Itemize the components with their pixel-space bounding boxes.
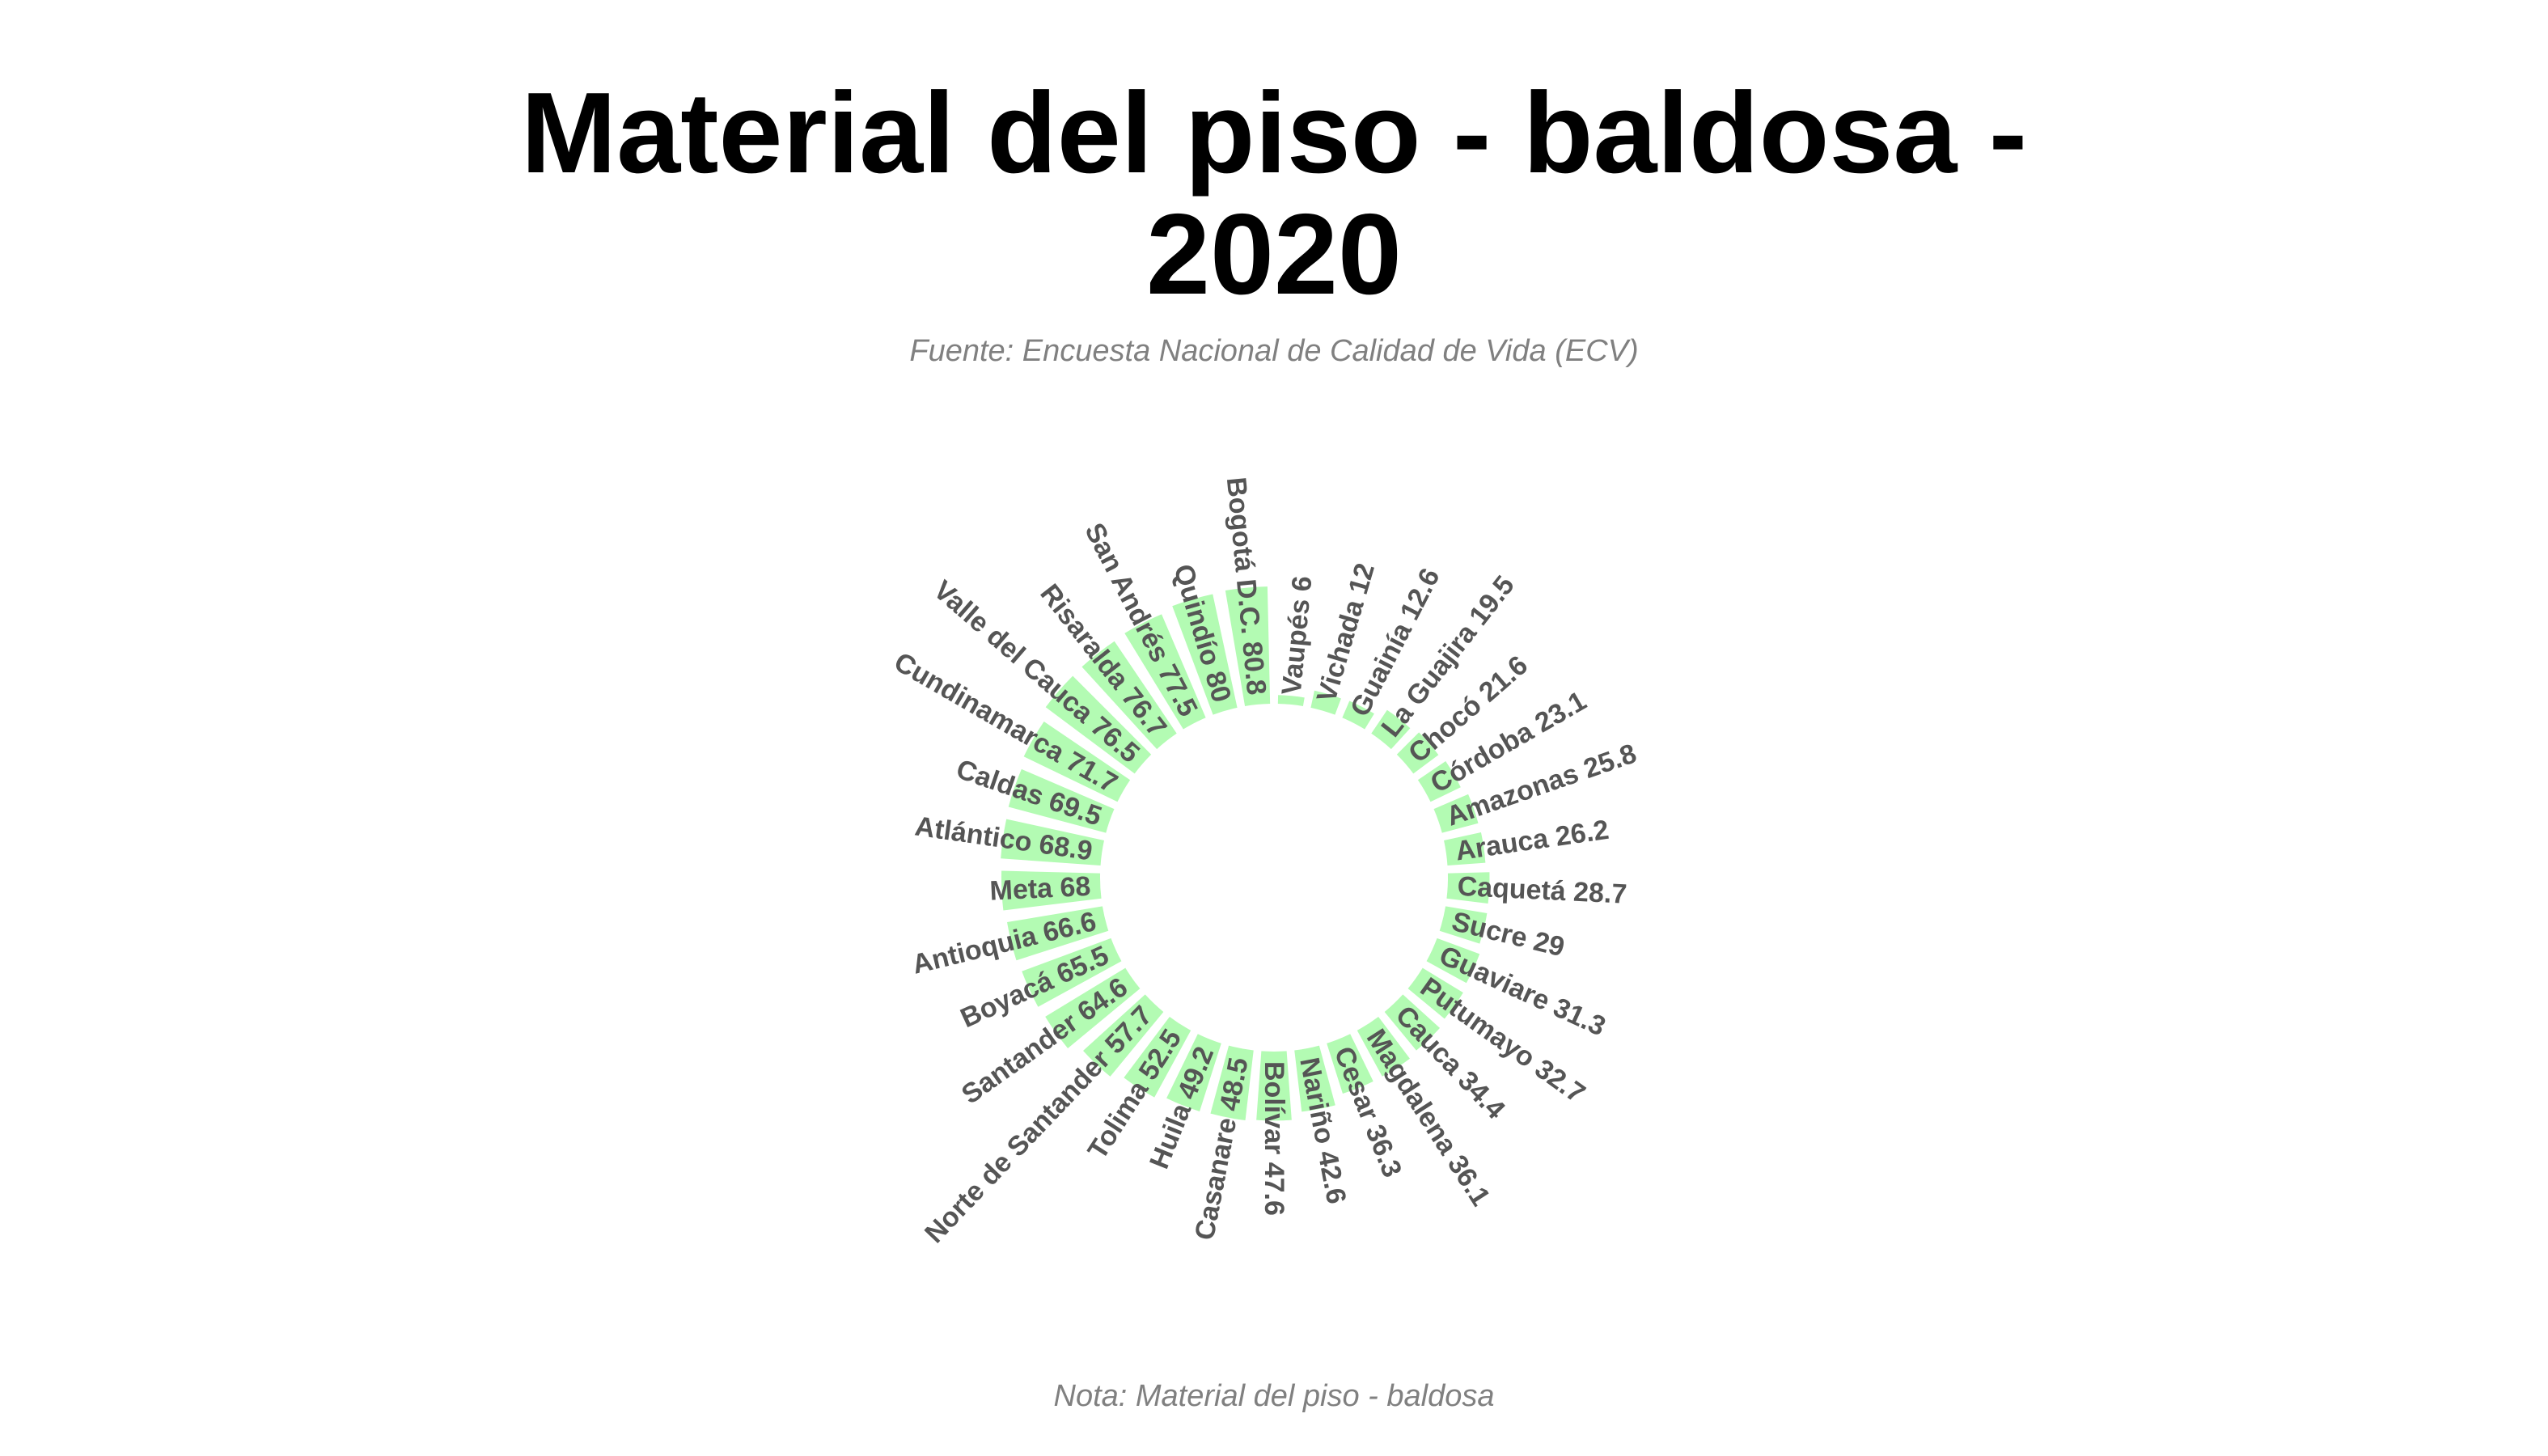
bar-label-24: Meta 68 [989,871,1091,907]
bar-22 [1022,938,1122,1007]
bar-29 [1081,641,1177,750]
bar-32 [1225,586,1271,707]
bar-31 [1172,594,1238,715]
bar-label-0: Vaupés 6 [1276,574,1318,696]
bar-5 [1417,760,1461,802]
bar-2 [1342,700,1374,730]
bar-21 [1045,967,1141,1049]
bar-16 [1256,1051,1292,1121]
bar-20 [1083,994,1164,1077]
bar-13 [1357,1016,1410,1077]
chart-subtitle: Fuente: Encuesta Nacional de Calidad de … [909,334,1639,368]
bar-label-16: Bolívar 47.6 [1259,1061,1289,1216]
bar-label-8: Caquetá 28.7 [1457,871,1627,910]
bar-27 [1023,722,1131,802]
bar-8 [1446,872,1490,904]
bar-label-32: Bogotá D.C. 80.8 [1221,476,1272,696]
chart-title-line-2: 2020 [1146,190,1402,319]
chart-title: Material del piso - baldosa - 2020 [0,73,2548,315]
bar-26 [1008,768,1115,833]
bar-7 [1444,832,1486,866]
chart-title-line-1: Material del piso - baldosa - [520,69,2028,197]
bar-11 [1407,967,1463,1019]
bar-24 [1001,870,1102,911]
bar-10 [1426,938,1480,984]
bar-18 [1166,1034,1221,1112]
bar-17 [1210,1045,1254,1120]
bars-group [1001,586,1490,1121]
bar-28 [1045,675,1152,774]
chart-note: Nota: Material del piso - baldosa [1053,1379,1495,1413]
bar-1 [1310,690,1341,715]
bar-25 [1001,819,1104,866]
bar-3 [1371,709,1411,750]
bar-23 [1007,906,1109,961]
bar-4 [1396,732,1439,774]
bar-15 [1294,1045,1335,1112]
bar-12 [1384,994,1441,1051]
bar-9 [1439,906,1488,944]
bar-0 [1277,695,1305,707]
bar-19 [1124,1016,1191,1098]
bar-14 [1327,1034,1373,1094]
bar-6 [1433,794,1479,833]
bar-30 [1124,614,1206,730]
